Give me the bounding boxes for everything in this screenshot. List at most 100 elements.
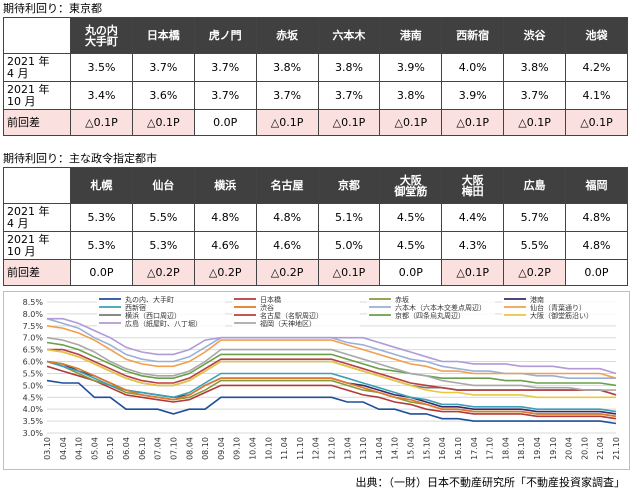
yield-line-chart: 3.0% 3.5% 4.0% 4.5% 5.0% 5.5% 6.0% 6.5% 7.0% 7.5%… <box>23 295 630 460</box>
column-header: 広島 <box>503 167 566 204</box>
legend-bg <box>232 311 360 319</box>
x-tick-label: 06.04 <box>122 437 131 460</box>
x-tick-label: 19.10 <box>549 437 558 460</box>
legend-bg <box>97 319 225 327</box>
x-tick-label: 05.10 <box>106 437 115 460</box>
table-cell: △0.2P <box>255 259 319 286</box>
table-cell: △0.1P <box>70 109 133 136</box>
table-cell: 4.8% <box>565 231 628 260</box>
table-cell: 0.0P <box>193 109 257 136</box>
table-cell: 5.3% <box>70 231 133 260</box>
series-line <box>46 360 617 415</box>
column-header: 池袋 <box>565 17 628 54</box>
x-tick-label: 10.04 <box>248 437 257 460</box>
series-line <box>46 365 617 420</box>
table-cell: △0.1P <box>379 109 443 136</box>
legend-bg <box>232 303 360 311</box>
table-cell: 4.8% <box>565 203 628 232</box>
y-tick-label: 8.5% <box>23 298 44 307</box>
x-tick-label: 09.10 <box>233 437 242 460</box>
table-corner <box>3 17 71 54</box>
table-cell: △0.1P <box>317 109 381 136</box>
table-row: 2021 年 10 月 5.3% 5.3% 4.6% 4.6% 5.0% 4.5% 4.3% 5… <box>3 231 628 260</box>
table-row: 2021 年 4 月 3.5% 3.7% 3.7% 3.8% 3.8% 3.9% 4.0% 3.… <box>3 53 628 82</box>
x-tick-label: 19.04 <box>533 437 542 460</box>
series-line <box>46 341 617 387</box>
y-tick-label: 5.5% <box>23 369 44 378</box>
row-label: 2021 年 10 月 <box>3 81 71 110</box>
legend-label: 京都（四条烏丸周辺） <box>395 311 465 320</box>
column-header: 虎ノ門 <box>193 17 257 54</box>
x-tick-label: 07.04 <box>154 437 163 460</box>
column-header: 港南 <box>379 17 443 54</box>
table-cell: 4.1% <box>565 81 628 110</box>
x-tick-label: 14.10 <box>391 437 400 460</box>
series-line <box>46 360 617 418</box>
x-tick-label: 12.04 <box>312 437 321 460</box>
legend-label: 日本橋 <box>260 295 281 304</box>
series-line <box>46 360 617 413</box>
table-cell: 3.7% <box>503 81 566 110</box>
table-cell: 5.0% <box>317 231 381 260</box>
legend-label: 大阪（御堂筋沿い） <box>530 311 593 320</box>
table-cell: 5.1% <box>317 203 381 232</box>
table-cell: 5.3% <box>131 231 195 260</box>
y-tick-label: 4.5% <box>23 393 44 402</box>
legend-label: 六本木（六本木交差点周辺） <box>395 303 486 312</box>
table-row: 前回差 △0.1P △0.1P 0.0P △0.1P △0.1P △0.1P △0.1P △0.… <box>3 109 628 136</box>
legend-label: 丸の内、大手町 <box>125 295 174 304</box>
series-line <box>46 348 616 399</box>
x-tick-label: 21.04 <box>596 437 605 460</box>
y-tick-label: 3.0% <box>23 429 44 438</box>
table-cell: 0.0P <box>70 259 133 286</box>
legend-bg <box>97 303 225 311</box>
x-tick-label: 10.10 <box>264 437 273 460</box>
column-header: 日本橋 <box>131 17 195 54</box>
table-cell: 3.6% <box>131 81 195 110</box>
x-tick-label: 18.04 <box>501 437 510 460</box>
table-cell: 3.9% <box>441 81 505 110</box>
y-tick-label: 4.0% <box>23 405 44 414</box>
yield-trend-chart: 3.0% 3.5% 4.0% 4.5% 5.0% 5.5% 6.0% 6.5% 7.0% 7.5%… <box>3 291 630 470</box>
table-cell: 3.7% <box>255 81 319 110</box>
table-cell: 4.6% <box>193 231 257 260</box>
table-cell: 4.5% <box>379 231 443 260</box>
table-cell: △0.1P <box>441 259 505 286</box>
table-cell: △0.2P <box>503 259 566 286</box>
legend-bg <box>97 311 225 319</box>
table-cell: 4.4% <box>441 203 505 232</box>
legend-bg <box>502 303 630 311</box>
table-cell: △0.2P <box>193 259 257 286</box>
column-header: 渋谷 <box>503 17 566 54</box>
x-tick-label: 11.04 <box>280 437 289 460</box>
x-tick-label: 13.04 <box>343 437 352 460</box>
x-tick-label: 08.04 <box>185 437 194 460</box>
table-cell: 4.2% <box>565 53 628 82</box>
series-line <box>46 379 617 425</box>
x-tick-label: 06.10 <box>138 437 147 460</box>
column-header: 横浜 <box>193 167 257 204</box>
row-label: 2021 年 4 月 <box>3 203 71 232</box>
table-cell: △0.2P <box>131 259 195 286</box>
x-tick-label: 13.10 <box>359 437 368 460</box>
city-yield-table: 札幌 仙台 横浜 名古屋 京都 大阪 御堂筋 大阪 梅田 広島 福岡 2021 年 4 月 5.3… <box>3 167 628 286</box>
y-tick-label: 6.5% <box>23 346 44 355</box>
x-tick-label: 05.04 <box>90 437 99 460</box>
table-cell: 3.4% <box>70 81 133 110</box>
y-tick-label: 5.0% <box>23 381 44 390</box>
table-cell: 3.7% <box>131 53 195 82</box>
row-label: 2021 年 4 月 <box>3 53 71 82</box>
x-tick-label: 08.10 <box>201 437 210 460</box>
x-tick-label: 07.10 <box>169 437 178 460</box>
table-corner <box>3 167 71 204</box>
legend-bg <box>232 319 360 327</box>
x-tick-label: 15.04 <box>407 437 416 460</box>
table-cell: 0.0P <box>379 259 443 286</box>
column-header: 赤坂 <box>255 17 319 54</box>
legend-bg <box>502 295 630 303</box>
column-header: 西新宿 <box>441 17 505 54</box>
table-cell: △0.1P <box>255 109 319 136</box>
section1-title: 期待利回り：東京都 <box>3 2 102 15</box>
x-tick-label: 12.10 <box>328 437 337 460</box>
x-tick-label: 04.04 <box>59 437 68 460</box>
